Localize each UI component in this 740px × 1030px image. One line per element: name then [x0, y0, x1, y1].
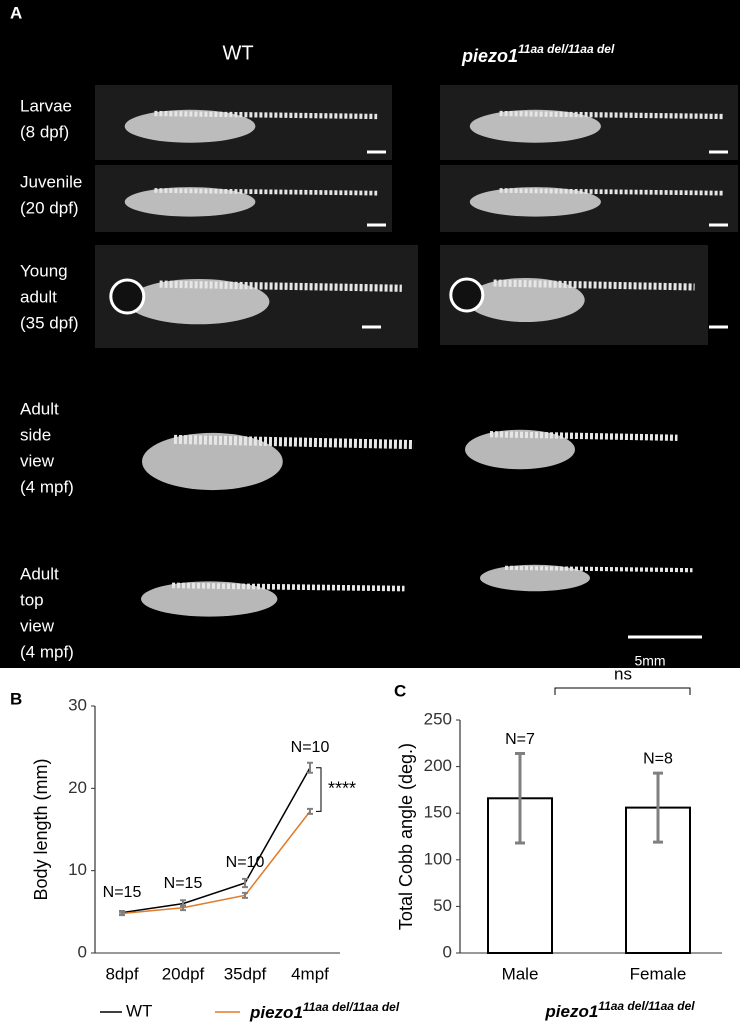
- fish-spine: [499, 110, 724, 120]
- row-label: view: [20, 451, 55, 470]
- n-label: N=10: [226, 854, 265, 871]
- y-tick-label: 250: [424, 709, 452, 728]
- fish-spine: [159, 280, 402, 292]
- fish-body: [469, 109, 601, 143]
- row-label: Adult: [20, 399, 59, 418]
- row-label: (4 mpf): [20, 642, 74, 661]
- error-bar: [515, 752, 525, 845]
- fish-body: [124, 187, 256, 217]
- y-axis-title: Total Cobb angle (deg.): [396, 743, 416, 930]
- x-tick-label: Female: [630, 964, 687, 983]
- gene: piezo1: [544, 1002, 598, 1021]
- allele: 11aa del/11aa del: [303, 1000, 400, 1014]
- scale-bar-label: 5mm: [634, 653, 665, 669]
- series-line: [121, 810, 311, 915]
- fish-spine: [499, 188, 724, 196]
- row-label: top: [20, 590, 44, 609]
- panel-label: B: [10, 689, 22, 708]
- y-tick-label: 0: [443, 942, 452, 961]
- row-label: side: [20, 425, 51, 444]
- fish-spine: [154, 110, 378, 120]
- legend-label: WT: [126, 1001, 152, 1020]
- fish-spine: [493, 279, 695, 291]
- gene: piezo1: [461, 46, 518, 66]
- allele: 11aa del/11aa del: [598, 999, 695, 1013]
- panel-label: A: [10, 3, 22, 22]
- fish-body: [142, 432, 283, 491]
- fish-spine: [154, 188, 378, 196]
- row-label: Adult: [20, 564, 59, 583]
- y-tick-label: 200: [424, 756, 452, 775]
- fish-body: [124, 109, 256, 143]
- error-bar: [119, 910, 125, 917]
- allele: 11aa del/11aa del: [518, 42, 615, 56]
- fish-eye: [449, 277, 485, 313]
- y-tick-label: 30: [68, 695, 87, 714]
- row-label: view: [20, 616, 55, 635]
- fish-spine: [489, 431, 678, 441]
- fish-body: [466, 278, 585, 322]
- column-title: piezo111aa del/11aa del: [461, 42, 615, 66]
- error-bar: [307, 807, 313, 815]
- row-label: (35 dpf): [20, 313, 79, 332]
- fish-spine: [171, 582, 405, 592]
- fish-body: [469, 187, 601, 217]
- n-label: N=8: [643, 750, 673, 767]
- y-tick-label: 150: [424, 803, 452, 822]
- genotype-label: piezo111aa del/11aa del: [544, 999, 695, 1021]
- error-bar: [242, 891, 248, 899]
- fish-body: [465, 429, 575, 470]
- x-tick-label: 8dpf: [105, 964, 138, 983]
- row-label: Larvae: [20, 96, 72, 115]
- n-label: N=7: [505, 731, 535, 748]
- legend-label: piezo111aa del/11aa del: [249, 1000, 400, 1022]
- fish-spine: [173, 434, 415, 450]
- series-line: [121, 767, 311, 914]
- error-bar: [653, 771, 663, 844]
- y-axis-title: Body length (mm): [31, 758, 51, 900]
- fish-spine: [504, 565, 693, 573]
- row-label: Young: [20, 261, 68, 280]
- significance-label: ns: [614, 664, 632, 683]
- y-tick-label: 10: [68, 860, 87, 879]
- significance-bracket: [554, 687, 691, 695]
- error-bar: [242, 877, 248, 889]
- error-bar: [307, 761, 313, 774]
- y-tick-label: 50: [433, 896, 452, 915]
- n-label: N=10: [291, 739, 330, 756]
- fish-eye: [109, 278, 146, 315]
- panel-label: C: [394, 681, 406, 700]
- significance-label: ****: [328, 778, 356, 798]
- error-bar: [180, 904, 186, 912]
- fish-body: [127, 278, 270, 325]
- n-label: N=15: [103, 884, 142, 901]
- n-label: N=15: [164, 875, 203, 892]
- y-tick-label: 20: [68, 778, 87, 797]
- y-tick-label: 100: [424, 849, 452, 868]
- x-tick-label: Male: [502, 964, 539, 983]
- fish-body: [480, 564, 590, 592]
- row-label: (20 dpf): [20, 198, 79, 217]
- y-tick-label: 0: [78, 942, 87, 961]
- column-title: WT: [222, 42, 253, 64]
- fish-body: [141, 581, 278, 617]
- row-label: (4 mpf): [20, 477, 74, 496]
- row-label: (8 dpf): [20, 122, 69, 141]
- row-label: adult: [20, 287, 57, 306]
- x-tick-label: 4mpf: [291, 964, 329, 983]
- gene: piezo1: [249, 1003, 303, 1022]
- significance-bracket: [316, 767, 322, 812]
- row-label: Juvenile: [20, 172, 82, 191]
- x-tick-label: 20dpf: [162, 964, 205, 983]
- x-tick-label: 35dpf: [224, 964, 267, 983]
